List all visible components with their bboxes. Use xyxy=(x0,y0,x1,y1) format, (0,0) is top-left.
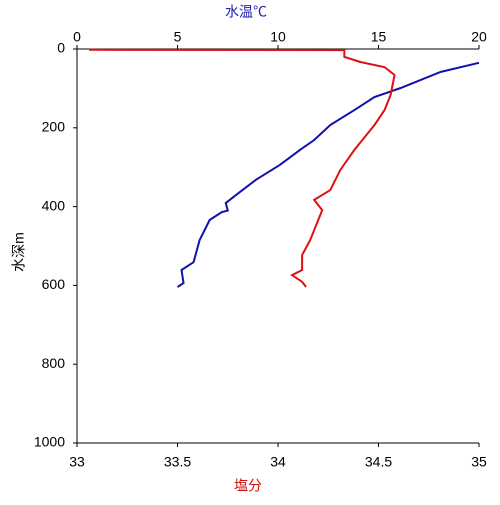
x2-tick-label: 5 xyxy=(174,29,182,45)
x2-tick-label: 20 xyxy=(471,29,487,45)
x-tick-label: 35 xyxy=(471,454,487,470)
y-axis-label: 水深m xyxy=(11,232,27,272)
y-tick-label: 0 xyxy=(57,40,65,56)
x2-tick-label: 10 xyxy=(270,29,286,45)
x-tick-label: 34.5 xyxy=(365,454,392,470)
y-tick-label: 600 xyxy=(42,276,66,292)
x2-tick-label: 15 xyxy=(371,29,387,45)
bottom-axis-label: 塩分 xyxy=(234,478,262,494)
x-tick-label: 33.5 xyxy=(164,454,191,470)
y-tick-label: 400 xyxy=(42,197,66,213)
profile-line xyxy=(176,61,480,288)
x2-tick-label: 0 xyxy=(73,29,81,45)
profile-line xyxy=(89,48,396,288)
y-tick-label: 200 xyxy=(42,119,66,135)
y-tick-label: 800 xyxy=(42,355,66,371)
y-tick-label: 1000 xyxy=(34,434,65,450)
x-tick-label: 34 xyxy=(270,454,286,470)
x-tick-label: 33 xyxy=(69,454,85,470)
top-axis-label: 水温℃ xyxy=(225,4,267,20)
